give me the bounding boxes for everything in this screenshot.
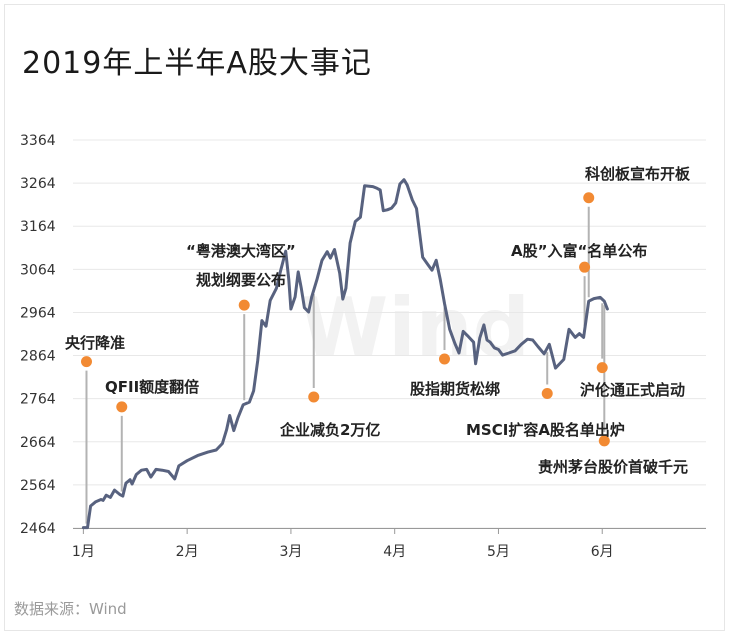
event-dot-5 [308, 391, 320, 403]
annotation-label-ftse: A股”入富“名单公布 [511, 242, 647, 260]
x-axis: 1月 2月 3月 4月 5月 6月 [72, 528, 706, 560]
annotation-label-pboc-rrr-cut: 央行降准 [65, 334, 125, 352]
event-dot-9 [596, 362, 608, 374]
y-tick-label-2964: 2964 [20, 305, 56, 321]
y-tick-label-2764: 2764 [20, 392, 56, 408]
y-tick-label-2864: 2864 [20, 349, 56, 365]
watermark: Wind [300, 281, 530, 374]
event-dot-11 [598, 435, 610, 447]
x-tick-label-2: 2月 [176, 544, 199, 560]
event-dot-10 [583, 192, 595, 204]
chart-title: 2019年上半年A股大事记 [22, 46, 372, 81]
y-tick-label-2664: 2664 [20, 435, 56, 451]
y-tick-label-3364: 3364 [20, 133, 56, 149]
y-tick-label-2464: 2464 [20, 521, 56, 537]
event-dot-3 [238, 299, 250, 311]
series-line-index [81, 178, 609, 530]
data-source: 数据来源：Wind [14, 600, 127, 618]
y-tick-label-2564: 2564 [20, 478, 56, 494]
y-tick-label-3264: 3264 [20, 176, 56, 192]
annotation-label-gba-line1: “粤港澳大湾区” [186, 242, 296, 260]
x-tick-label-1: 1月 [72, 544, 95, 560]
event-dot-8 [579, 261, 591, 273]
annotation-label-qfii-quota: QFII额度翻倍 [105, 378, 199, 396]
annotation-label-gba-line2: 规划纲要公布 [196, 271, 286, 289]
y-axis: 2464 2564 2664 2764 2864 2964 3064 3164 3264 3364 [20, 133, 56, 537]
annotation-label-futures: 股指期货松绑 [410, 380, 500, 398]
x-tick-label-4: 4月 [383, 544, 406, 560]
x-tick-label-3: 3月 [279, 544, 302, 560]
event-dot-6 [438, 353, 450, 365]
x-tick-label-6: 6月 [591, 544, 614, 560]
event-dot-7 [541, 387, 553, 399]
y-tick-label-3164: 3164 [20, 219, 56, 235]
annotation-label-tax-cut: 企业减负2万亿 [279, 421, 380, 439]
x-tick-label-5: 5月 [487, 544, 510, 560]
annotation-labels: 央行降准 QFII额度翻倍 “粤港澳大湾区” 规划纲要公布 企业减负2万亿 股指… [65, 165, 691, 476]
event-dot-2 [116, 401, 128, 413]
annotation-leaders [85, 206, 606, 524]
annotation-label-star-market: 科创板宣布开板 [585, 165, 691, 183]
annotation-label-msci: MSCI扩容A股名单出炉 [466, 421, 625, 439]
event-dot-1 [80, 356, 92, 368]
annotation-dots [80, 192, 610, 447]
y-tick-label-3064: 3064 [20, 262, 56, 278]
annotation-label-shanghai-london: 沪伦通正式启动 [580, 381, 685, 399]
annotation-label-moutai: 贵州茅台股价首破千元 [538, 458, 688, 476]
